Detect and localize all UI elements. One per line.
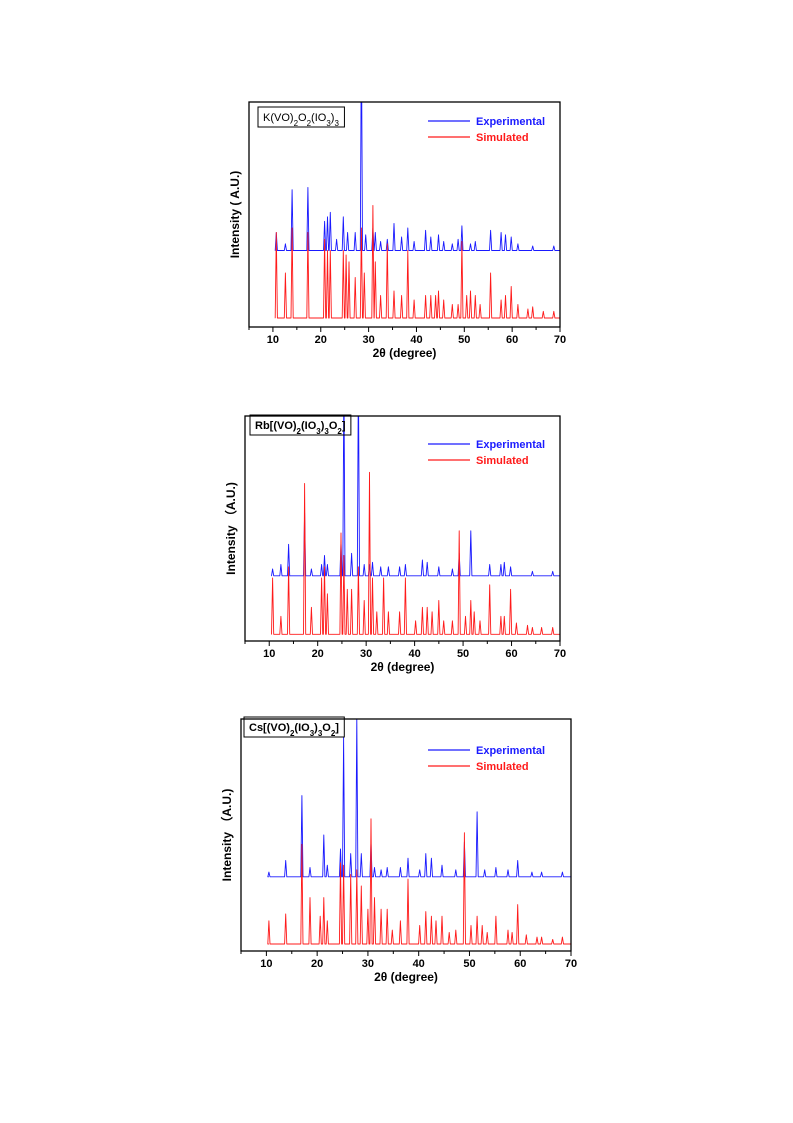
x-tick-label: 40 — [413, 958, 425, 970]
legend-label: Simulated — [476, 455, 529, 467]
x-axis-label: 2θ (degree) — [373, 346, 437, 360]
xrd-chart-k: 10 20 30 40 50 60 70 2θ (degree) Intensity ( A.U… — [200, 92, 600, 377]
compound-formula: Cs[(VO)2(IO3)3O2] — [249, 722, 339, 738]
compound-formula: K(VO)2O2(IO3)3 — [263, 112, 339, 128]
legend-label: Experimental — [476, 439, 545, 451]
x-tick-label: 20 — [312, 648, 324, 660]
x-tick-label: 10 — [263, 648, 275, 660]
chart-svg-cs: 10 20 30 40 50 60 70 2θ (degree) Intensity （A.U.… — [219, 716, 577, 984]
x-tick-label: 60 — [514, 958, 526, 970]
x-tick-label: 30 — [360, 648, 372, 660]
x-axis-label: 2θ (degree) — [371, 660, 435, 674]
xrd-chart-rb: 10 20 30 40 50 60 70 2θ (degree) Intensity （A.U.… — [200, 406, 600, 692]
series-line-experimental — [274, 102, 560, 251]
x-tick-label: 50 — [463, 958, 475, 970]
compound-label: K(VO)2O2(IO3)3 — [257, 106, 345, 128]
plot-frame — [240, 718, 572, 952]
chart-svg-rb: 10 20 30 40 50 60 70 2θ (degree) Intensity （A.U.… — [223, 414, 566, 674]
y-axis-label: Intensity ( A.U.) — [228, 171, 242, 259]
x-tick-label: 50 — [458, 334, 470, 346]
series-line-simulated — [274, 205, 560, 319]
compound-label: Rb[(VO)2(IO3)3O2] — [249, 414, 352, 436]
x-tick-label: 30 — [362, 334, 374, 346]
legend-label: Experimental — [476, 116, 545, 128]
legend-label: Simulated — [476, 761, 529, 773]
x-tick-label: 70 — [554, 334, 566, 346]
legend: Experimental Simulated — [428, 745, 545, 773]
x-tick-label: 10 — [260, 958, 272, 970]
y-axis-label: Intensity （A.U.) — [219, 789, 234, 882]
x-tick-label: 40 — [408, 648, 420, 660]
legend-label: Experimental — [476, 745, 545, 757]
series-line-experimental — [267, 719, 571, 878]
x-tick-label: 70 — [565, 958, 577, 970]
plot-frame — [244, 415, 561, 642]
chart-svg-k: 10 20 30 40 50 60 70 2θ (degree) Intensity ( A.U… — [228, 101, 566, 360]
plot-frame — [248, 101, 561, 328]
y-axis-label: Intensity （A.U.) — [223, 482, 238, 575]
legend: Experimental Simulated — [428, 116, 545, 144]
x-tick-label: 70 — [554, 648, 566, 660]
x-tick-label: 60 — [506, 334, 518, 346]
x-tick-label: 20 — [311, 958, 323, 970]
x-tick-label: 40 — [410, 334, 422, 346]
x-tick-label: 30 — [362, 958, 374, 970]
series-line-simulated — [271, 471, 560, 635]
series-line-simulated — [267, 818, 571, 945]
x-axis-label: 2θ (degree) — [374, 970, 438, 984]
x-tick-label: 50 — [457, 648, 469, 660]
series-line-experimental — [271, 416, 560, 577]
x-tick-label: 60 — [505, 648, 517, 660]
legend-label: Simulated — [476, 132, 529, 144]
compound-label: Cs[(VO)2(IO3)3O2] — [243, 716, 345, 738]
x-tick-label: 10 — [267, 334, 279, 346]
legend: Experimental Simulated — [428, 439, 545, 467]
x-tick-label: 20 — [315, 334, 327, 346]
compound-formula: Rb[(VO)2(IO3)3O2] — [255, 420, 346, 436]
xrd-chart-cs: 10 20 30 40 50 60 70 2θ (degree) Intensity （A.U.… — [200, 712, 600, 1000]
